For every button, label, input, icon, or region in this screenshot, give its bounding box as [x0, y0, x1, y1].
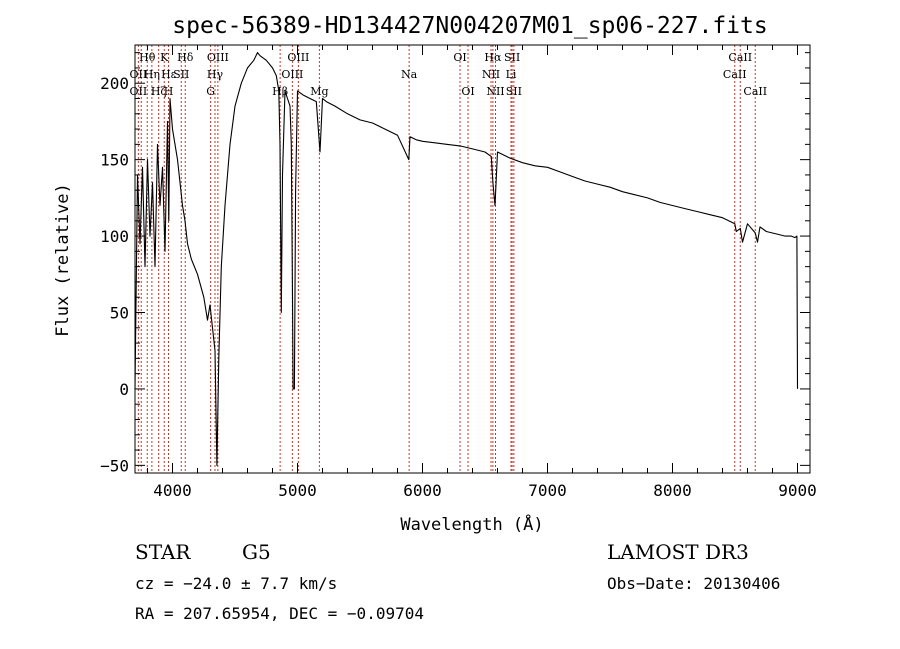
- x-tick-label: 8000: [653, 481, 692, 500]
- line-label: OI: [453, 51, 466, 64]
- line-label: OII: [130, 85, 148, 98]
- obs-date: Obs−Date: 20130406: [607, 574, 780, 593]
- y-tick-label: 0: [119, 380, 129, 399]
- line-label: CaII: [723, 68, 747, 81]
- line-label: K: [160, 51, 169, 64]
- line-label: Li: [506, 68, 517, 81]
- x-tick-label: 9000: [778, 481, 817, 500]
- line-label: Hγ: [207, 68, 224, 81]
- x-tick-label: 7000: [528, 481, 567, 500]
- line-label: OIII: [281, 68, 303, 81]
- object-class: STAR: [135, 540, 191, 564]
- plot-frame: [134, 44, 811, 474]
- chart-title: spec-56389-HD134427N004207M01_sp06-227.f…: [172, 13, 767, 39]
- y-axis-label: Flux (relative): [53, 183, 73, 337]
- line-label: OII: [130, 68, 148, 81]
- axis-ticks: 4000 5000 6000 7000 8000 9000 −50 0 50 100 150 200: [100, 45, 817, 500]
- x-tick-label: 4000: [153, 481, 192, 500]
- y-tick-label: 200: [100, 74, 129, 93]
- line-label: H: [164, 85, 174, 98]
- line-label: OI: [461, 85, 474, 98]
- y-tick-label: −50: [100, 456, 129, 475]
- line-label: SII: [173, 68, 189, 81]
- line-label: SII: [506, 85, 522, 98]
- line-label: Hβ: [272, 85, 288, 98]
- x-tick-label: 6000: [403, 481, 442, 500]
- line-label: Hη: [144, 68, 160, 81]
- line-label: OIII: [287, 51, 309, 64]
- subclass: G5: [242, 540, 271, 564]
- line-label: Hδ: [177, 51, 194, 64]
- line-label: Hε: [161, 68, 177, 81]
- spectrum-line: [134, 52, 799, 466]
- x-axis-label: Wavelength (Å): [400, 513, 543, 535]
- spectrum-group: [134, 52, 799, 466]
- coordinates: RA = 207.65954, DEC = −0.09704: [135, 604, 424, 623]
- x-tick-label: 5000: [278, 481, 317, 500]
- survey-name: LAMOST DR3: [607, 540, 749, 564]
- line-label: Hα: [484, 51, 502, 64]
- line-label: Mg: [310, 85, 328, 98]
- line-label: Na: [401, 68, 418, 81]
- y-tick-label: 100: [100, 227, 129, 246]
- line-label: Hζ: [151, 85, 167, 98]
- redshift-cz: cz = −24.0 ± 7.7 km/s: [135, 574, 337, 593]
- line-label: SII: [504, 51, 520, 64]
- line-markers: [137, 45, 756, 473]
- line-label: NII: [482, 68, 500, 81]
- y-tick-label: 50: [110, 304, 129, 323]
- line-label: NII: [486, 85, 504, 98]
- line-label: CaII: [728, 51, 752, 64]
- line-label: OIII: [207, 51, 229, 64]
- y-tick-label: 150: [100, 151, 129, 170]
- line-label: CaII: [743, 85, 767, 98]
- line-label: Hθ: [139, 51, 156, 64]
- line-label: G: [206, 85, 215, 98]
